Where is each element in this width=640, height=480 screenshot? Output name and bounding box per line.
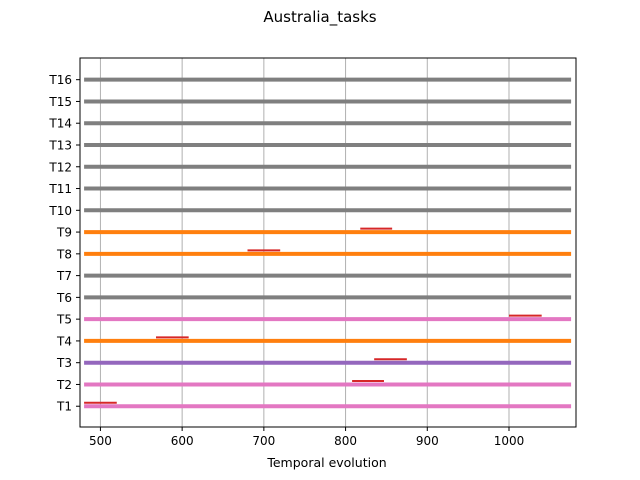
y-tick-label: T9 — [56, 226, 72, 240]
y-tick-label: T6 — [56, 291, 72, 305]
y-axis: T1 T2 T3 T4 T5 T6 T7 T8 T9 T10 T11 T12 T13 T14 T15 T16 — [48, 73, 80, 414]
y-tick-label: T13 — [48, 138, 72, 152]
x-axis-label: Temporal evolution — [266, 455, 386, 470]
y-tick-label: T15 — [48, 95, 72, 109]
x-tick-label: 800 — [334, 434, 357, 448]
y-tick-label: T16 — [48, 73, 72, 87]
chart-title: Australia_tasks — [263, 8, 376, 27]
y-tick-label: T3 — [56, 356, 72, 370]
y-tick-label: T10 — [48, 204, 72, 218]
x-gridlines — [99, 58, 510, 427]
task-rows — [84, 77, 572, 409]
y-tick-label: T5 — [56, 313, 72, 327]
y-tick-label: T7 — [56, 269, 72, 283]
y-tick-label: T14 — [48, 117, 72, 131]
y-tick-label: T12 — [48, 160, 72, 174]
x-axis: 500 600 700 800 900 1000 — [89, 427, 524, 448]
y-tick-label: T4 — [56, 334, 72, 348]
y-tick-label: T8 — [56, 247, 72, 261]
x-tick-label: 900 — [416, 434, 439, 448]
y-tick-label: T1 — [56, 400, 72, 414]
y-tick-label: T2 — [56, 378, 72, 392]
x-tick-label: 700 — [252, 434, 275, 448]
y-tick-label: T11 — [48, 182, 72, 196]
x-tick-label: 1000 — [494, 434, 525, 448]
x-tick-label: 500 — [89, 434, 112, 448]
x-tick-label: 600 — [171, 434, 194, 448]
plot-frame — [79, 57, 577, 428]
